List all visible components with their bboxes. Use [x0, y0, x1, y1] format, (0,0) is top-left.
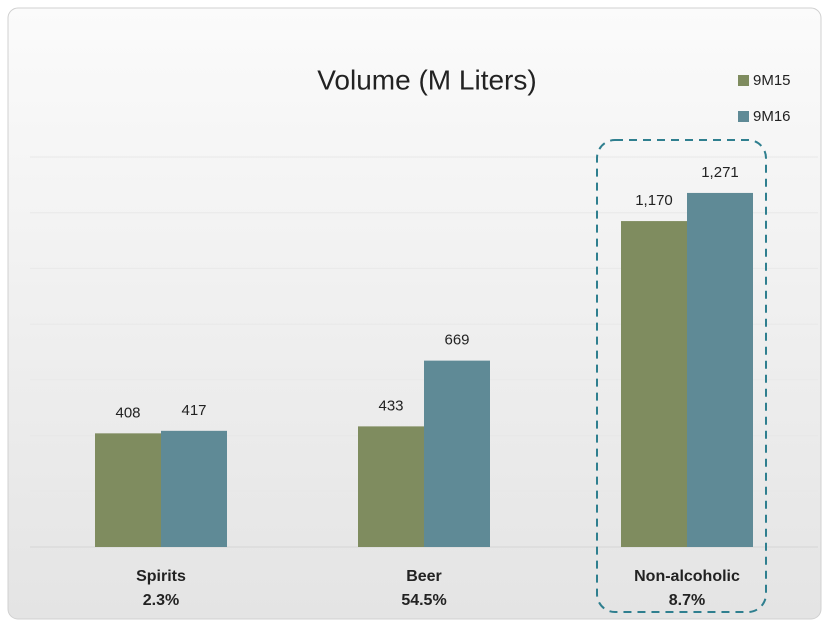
x-tick-label: Beer	[406, 568, 442, 585]
category-note: 54.5%	[401, 592, 446, 609]
legend-swatch	[738, 111, 749, 122]
legend-swatch	[738, 75, 749, 86]
value-label: 408	[115, 404, 140, 421]
highlight-box	[596, 139, 767, 613]
value-label: 1,271	[701, 164, 739, 181]
x-tick-label: Spirits	[136, 568, 186, 585]
bar	[161, 430, 227, 547]
value-label: 417	[181, 402, 206, 419]
bar	[424, 360, 490, 547]
chart-title: Volume (M Liters)	[317, 64, 536, 95]
value-label: 433	[378, 397, 403, 414]
legend-label: 9M15	[753, 72, 791, 89]
bar	[621, 221, 687, 548]
legend-label: 9M16	[753, 108, 791, 125]
bar	[358, 426, 424, 547]
value-label: 1,170	[635, 192, 673, 209]
value-label: 669	[444, 332, 469, 349]
bar	[95, 433, 161, 547]
category-note: 2.3%	[143, 592, 179, 609]
category-note: 8.7%	[669, 592, 705, 609]
x-tick-label: Non-alcoholic	[634, 568, 740, 585]
bar	[687, 192, 753, 547]
